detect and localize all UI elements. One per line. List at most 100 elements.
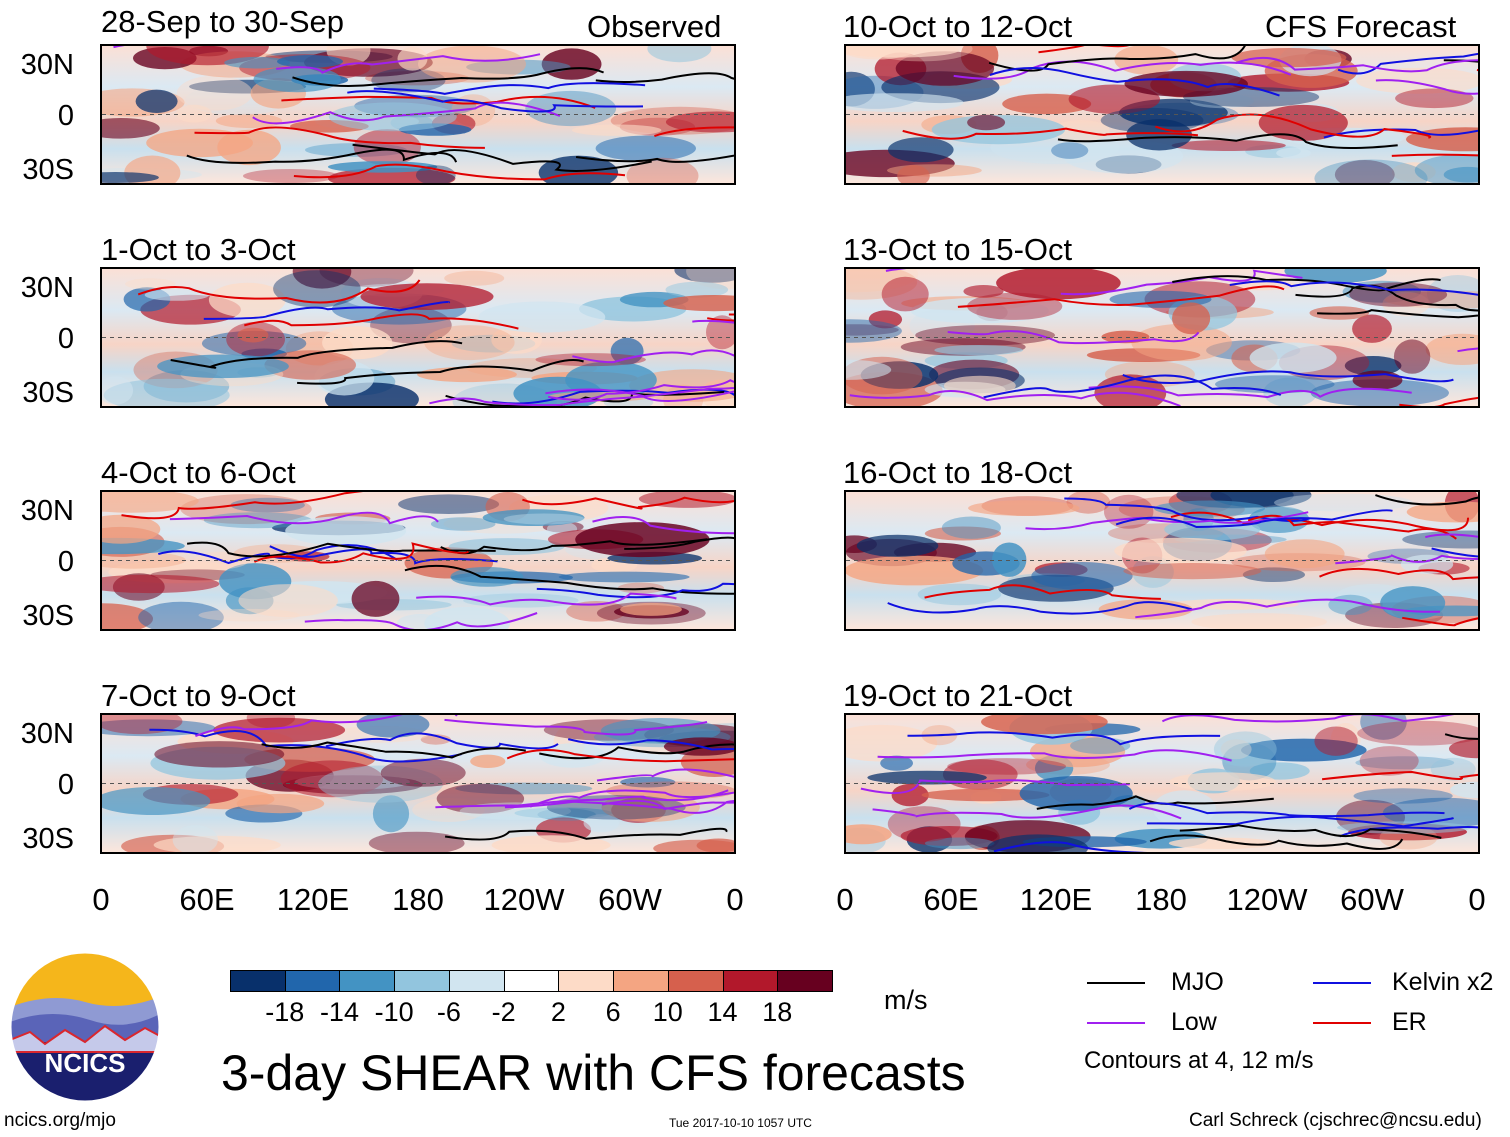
shear-anomaly bbox=[372, 795, 410, 833]
y-tick-0: 0 bbox=[57, 769, 74, 801]
shear-anomaly bbox=[1274, 493, 1413, 512]
contour-line bbox=[1235, 56, 1478, 73]
contour-line bbox=[860, 779, 1130, 795]
shear-anomaly bbox=[1352, 314, 1392, 343]
shear-anomaly bbox=[237, 327, 269, 343]
shear-anomaly bbox=[417, 366, 517, 383]
chart-title: 3-day SHEAR with CFS forecasts bbox=[221, 1045, 966, 1101]
map-panel bbox=[844, 267, 1480, 408]
x-tick: 180 bbox=[392, 882, 444, 917]
shear-anomaly bbox=[626, 157, 699, 183]
shear-anomaly bbox=[397, 614, 444, 629]
contour-line bbox=[435, 789, 729, 809]
shear-anomaly bbox=[208, 282, 286, 318]
contour-line bbox=[1337, 52, 1478, 75]
footer-url[interactable]: ncics.org/mjo bbox=[4, 1110, 116, 1131]
x-tick: 180 bbox=[1135, 882, 1187, 917]
shear-anomaly bbox=[910, 297, 1049, 324]
colorbar bbox=[230, 970, 833, 992]
shear-anomaly bbox=[420, 734, 451, 745]
shear-anomaly bbox=[154, 741, 285, 768]
contour-line bbox=[1122, 370, 1454, 384]
map-panel bbox=[100, 713, 736, 854]
shear-anomaly bbox=[1402, 530, 1478, 549]
shear-anomaly bbox=[915, 325, 1055, 346]
shear-anomaly bbox=[981, 715, 1108, 735]
shear-anomaly bbox=[1425, 333, 1478, 365]
legend-line-low bbox=[1087, 1022, 1145, 1024]
shear-anomaly bbox=[470, 754, 506, 768]
shear-anomaly bbox=[1400, 554, 1454, 574]
contour-line bbox=[169, 511, 439, 525]
contour-line bbox=[297, 358, 584, 385]
legend-kelvin: Kelvin x2 bbox=[1392, 968, 1494, 996]
shear-anomaly bbox=[1168, 837, 1275, 849]
contour-line bbox=[592, 516, 734, 535]
colorbar-label: -18 bbox=[265, 997, 305, 1027]
contour-line bbox=[548, 379, 734, 401]
contour-line bbox=[121, 492, 364, 520]
y-tick-30n: 30N bbox=[20, 272, 74, 304]
contour-line bbox=[849, 390, 1181, 406]
contour-line bbox=[293, 163, 626, 181]
shear-anomaly bbox=[941, 516, 1001, 539]
contour-line bbox=[1172, 275, 1441, 292]
contour-line bbox=[1402, 616, 1478, 627]
shear-anomaly bbox=[503, 513, 585, 525]
colorbar-label: -6 bbox=[436, 997, 461, 1027]
contour-line bbox=[504, 800, 734, 814]
shear-anomaly bbox=[856, 534, 939, 557]
shear-anomaly bbox=[846, 93, 964, 112]
shear-anomaly bbox=[924, 837, 995, 850]
contour-line bbox=[1375, 79, 1478, 95]
shear-anomaly bbox=[1356, 67, 1478, 94]
shear-anomaly bbox=[102, 172, 159, 183]
shear-anomaly bbox=[1393, 339, 1431, 374]
contour-line bbox=[194, 126, 485, 149]
contour-line bbox=[1335, 554, 1478, 565]
shear-anomaly bbox=[444, 270, 505, 286]
shear-anomaly bbox=[1191, 613, 1327, 629]
contour-line bbox=[993, 841, 1148, 852]
shear-anomaly bbox=[491, 835, 611, 852]
shear-anomaly bbox=[1123, 563, 1262, 580]
colorbar-swatch bbox=[722, 970, 779, 992]
shear-anomaly bbox=[1430, 757, 1476, 781]
colorbar-label: -14 bbox=[319, 997, 359, 1027]
contour-line bbox=[1057, 133, 1398, 149]
shear-field bbox=[102, 269, 734, 406]
shear-anomaly bbox=[1449, 739, 1478, 759]
shear-anomaly bbox=[424, 325, 515, 361]
panel-title-3: 4-Oct to 6-Oct bbox=[101, 455, 296, 490]
shear-anomaly bbox=[1264, 539, 1345, 569]
contour-line bbox=[352, 143, 652, 172]
shear-anomaly bbox=[1169, 772, 1276, 791]
y-tick-30s: 30S bbox=[22, 823, 74, 855]
x-tick: 60W bbox=[598, 882, 662, 917]
contour-line bbox=[545, 386, 734, 398]
shear-anomaly bbox=[280, 760, 384, 798]
contour-line bbox=[902, 127, 1199, 140]
shear-anomaly bbox=[102, 787, 211, 815]
y-tick-30n: 30N bbox=[20, 49, 74, 81]
panel-title-6: 13-Oct to 15-Oct bbox=[843, 232, 1073, 267]
shear-anomaly bbox=[868, 310, 903, 329]
contour-line bbox=[1088, 385, 1412, 399]
x-tick: 0 bbox=[92, 882, 110, 917]
y-tick-30s: 30S bbox=[22, 154, 74, 186]
shear-anomaly bbox=[305, 143, 407, 157]
contour-line bbox=[1149, 834, 1404, 850]
shear-anomaly bbox=[706, 315, 734, 350]
shear-anomaly bbox=[230, 497, 305, 513]
shear-anomaly bbox=[273, 270, 361, 308]
contour-line bbox=[444, 718, 708, 736]
shear-anomaly bbox=[424, 606, 511, 629]
colorbar-swatch bbox=[667, 970, 724, 992]
colorbar-label: 14 bbox=[707, 997, 738, 1027]
contour-line bbox=[203, 301, 451, 320]
shear-anomaly bbox=[595, 135, 696, 162]
contour-line bbox=[292, 67, 605, 88]
colorbar-label: -2 bbox=[491, 997, 516, 1027]
shear-anomaly bbox=[846, 555, 984, 586]
shear-anomaly bbox=[1215, 375, 1335, 394]
